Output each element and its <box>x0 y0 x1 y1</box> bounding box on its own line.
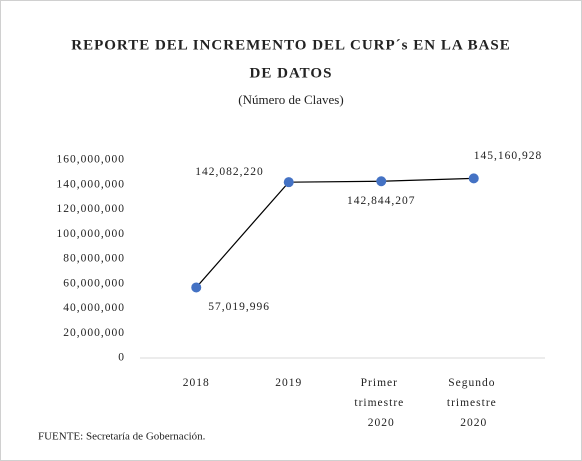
chart-title-line2: DE DATOS <box>250 65 333 81</box>
x-tick-label: 2019 <box>275 377 302 389</box>
marker <box>283 177 294 188</box>
x-tick-label: Primer trimestre 2020 <box>354 377 408 429</box>
y-tick-label: 80,000,000 <box>63 253 125 265</box>
marker <box>191 282 202 293</box>
chart-title: REPORTE DEL INCREMENTO DEL CURP´s EN LA … <box>71 37 511 53</box>
chart-subtitle: (Número de Claves) <box>238 92 343 107</box>
y-tick-label: 160,000,000 <box>57 154 126 166</box>
data-label: 57,019,996 <box>208 301 270 313</box>
y-tick-label: 60,000,000 <box>63 277 125 289</box>
y-tick-label: 140,000,000 <box>57 178 126 190</box>
x-tick-label: Segundo trimestre 2020 <box>447 377 501 429</box>
x-tick-label: 2018 <box>183 377 210 389</box>
y-tick-label: 100,000,000 <box>57 228 126 240</box>
marker <box>376 176 387 187</box>
data-label: 142,082,220 <box>195 166 264 178</box>
y-tick-label: 0 <box>118 352 125 364</box>
line <box>195 177 474 288</box>
y-tick-label: 120,000,000 <box>57 203 126 215</box>
y-tick-label: 20,000,000 <box>63 327 125 339</box>
data-label: 142,844,207 <box>347 195 416 207</box>
source-note: FUENTE: Secretaría de Gobernación. <box>38 431 206 443</box>
data-label: 145,160,928 <box>474 150 543 162</box>
y-tick-label: 40,000,000 <box>63 302 125 314</box>
marker <box>468 173 479 184</box>
